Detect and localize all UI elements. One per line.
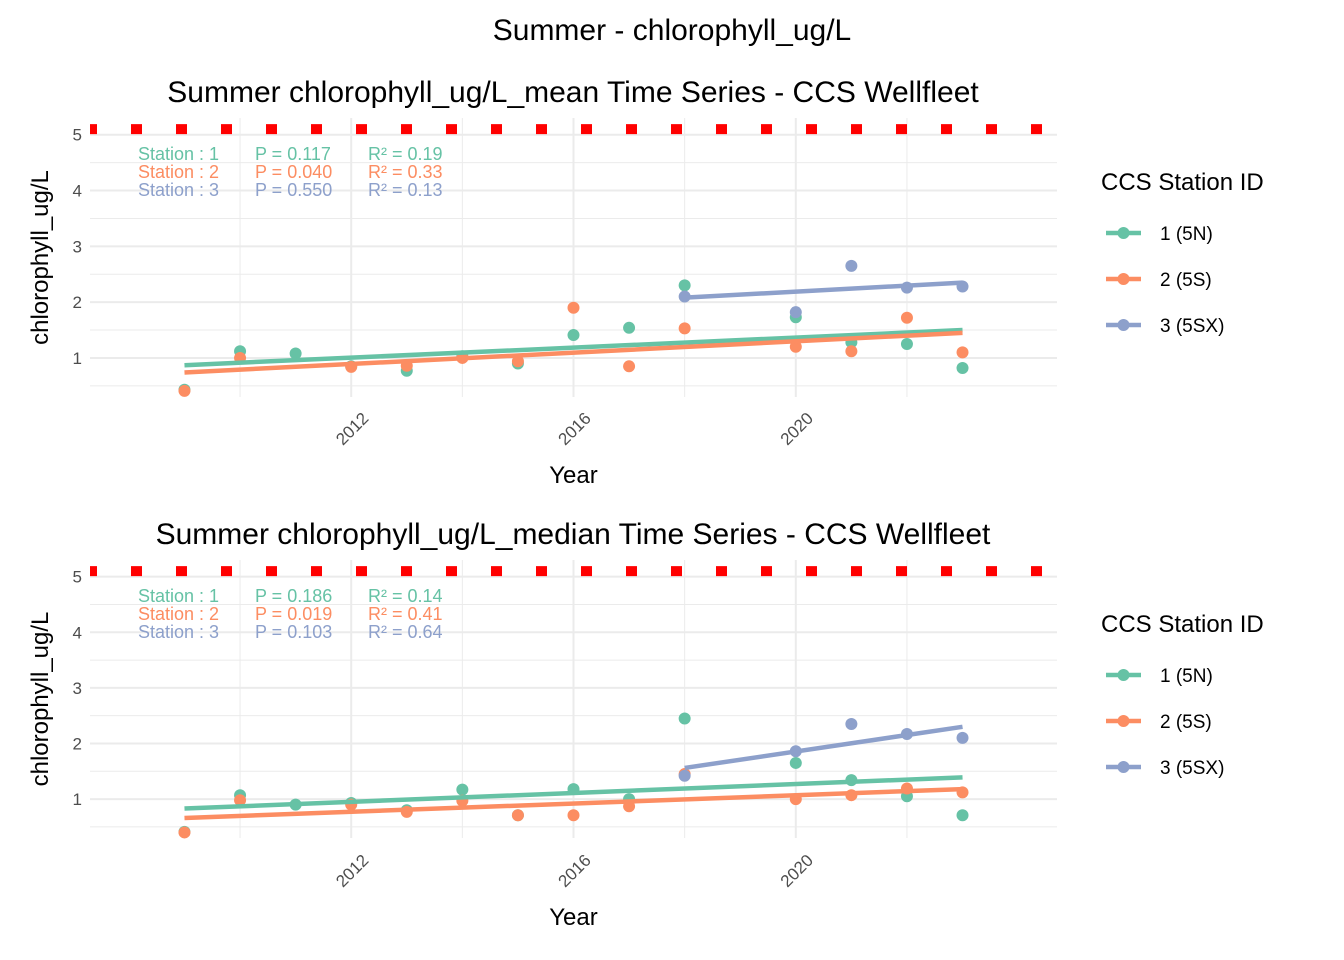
- data-point: [956, 731, 969, 744]
- legend-key-point: [1117, 669, 1130, 681]
- panel-median: Summer chlorophyll_ug/L_median Time Seri…: [27, 518, 1264, 931]
- data-point: [845, 345, 858, 358]
- data-point: [900, 311, 913, 324]
- y-tick-label: 5: [73, 126, 82, 145]
- x-tick-label: 2016: [555, 409, 595, 449]
- stat-p-value: P = 0.550: [255, 180, 332, 200]
- stat-r2-value: R² = 0.33: [368, 162, 443, 182]
- x-tick-label: 2020: [777, 409, 817, 449]
- data-point: [511, 809, 524, 822]
- y-tick-label: 5: [73, 568, 82, 587]
- stat-station-label: Station : 2: [138, 162, 219, 182]
- data-point: [678, 769, 691, 782]
- data-point: [678, 322, 691, 335]
- data-point: [511, 355, 524, 368]
- data-point: [845, 718, 858, 731]
- trend-line: [684, 280, 963, 300]
- y-axis-label: chlorophyll_ug/L: [27, 170, 54, 345]
- legend-key-point: [1117, 715, 1130, 727]
- data-point: [678, 712, 691, 725]
- stat-r2-value: R² = 0.19: [368, 144, 443, 164]
- data-point: [289, 347, 302, 360]
- y-tick-label: 2: [73, 734, 82, 753]
- stat-p-value: P = 0.019: [255, 604, 332, 624]
- legend-title: CCS Station ID: [1101, 169, 1264, 196]
- stat-r2-value: R² = 0.64: [368, 622, 443, 642]
- legend-key-point: [1117, 319, 1130, 331]
- data-point: [623, 321, 636, 334]
- stat-station-label: Station : 2: [138, 604, 219, 624]
- trend-line: [184, 775, 963, 811]
- series-3: [678, 718, 969, 782]
- data-point: [178, 826, 191, 839]
- x-axis-label: Year: [549, 904, 598, 931]
- stat-station-label: Station : 1: [138, 144, 219, 164]
- trend-line: [184, 327, 963, 368]
- page-title: Summer - chlorophyll_ug/L: [493, 14, 852, 47]
- x-tick-label: 2012: [332, 851, 372, 891]
- y-tick-label: 1: [73, 790, 82, 809]
- y-axis-label: chlorophyll_ug/L: [27, 612, 54, 787]
- stat-station-label: Station : 3: [138, 180, 219, 200]
- stat-p-value: P = 0.103: [255, 622, 332, 642]
- x-tick-label: 2020: [777, 851, 817, 891]
- data-point: [956, 809, 969, 822]
- y-tick-label: 2: [73, 293, 82, 312]
- legend-entry-label: 2 (5S): [1160, 270, 1212, 291]
- y-tick-label: 3: [73, 237, 82, 256]
- grid: [90, 118, 1057, 397]
- legend-entry-label: 3 (5SX): [1160, 316, 1224, 337]
- stat-station-label: Station : 1: [138, 586, 219, 606]
- panel-mean: Summer chlorophyll_ug/L_mean Time Series…: [27, 76, 1264, 489]
- data-point: [567, 301, 580, 314]
- stat-station-label: Station : 3: [138, 622, 219, 642]
- chart-title: Summer chlorophyll_ug/L_mean Time Series…: [167, 76, 979, 109]
- data-point: [845, 259, 858, 272]
- data-point: [623, 360, 636, 373]
- trend-line: [184, 330, 963, 375]
- data-point: [567, 809, 580, 822]
- legend-entry-label: 1 (5N): [1160, 224, 1213, 245]
- y-tick-label: 4: [73, 182, 82, 201]
- legend-entry-label: 2 (5S): [1160, 712, 1212, 733]
- x-axis-label: Year: [549, 462, 598, 489]
- series-2: [178, 301, 969, 397]
- legend: CCS Station ID 1 (5N) 2 (5S) 3 (5SX): [1101, 611, 1264, 779]
- stat-r2-value: R² = 0.14: [368, 586, 443, 606]
- stat-r2-value: R² = 0.13: [368, 180, 443, 200]
- legend-entry-label: 1 (5N): [1160, 666, 1213, 687]
- legend-title: CCS Station ID: [1101, 611, 1264, 638]
- legend-key-point: [1117, 273, 1130, 285]
- data-point: [789, 340, 802, 353]
- series-3: [678, 259, 969, 319]
- y-tick-label: 1: [73, 349, 82, 368]
- chart-title: Summer chlorophyll_ug/L_median Time Seri…: [156, 518, 991, 551]
- data-point: [678, 279, 691, 292]
- trend-line: [184, 786, 963, 821]
- data-point: [789, 306, 802, 319]
- data-point: [456, 783, 469, 796]
- data-point: [956, 346, 969, 359]
- stat-p-value: P = 0.117: [255, 144, 331, 164]
- trend-line: [684, 724, 963, 771]
- x-tick-label: 2016: [555, 851, 595, 891]
- legend: CCS Station ID 1 (5N) 2 (5S) 3 (5SX): [1101, 169, 1264, 337]
- data-point: [900, 337, 913, 350]
- x-tick-label: 2012: [332, 409, 372, 449]
- stat-p-value: P = 0.186: [255, 586, 332, 606]
- legend-entry-label: 3 (5SX): [1160, 758, 1224, 779]
- data-point: [234, 794, 247, 807]
- y-tick-label: 4: [73, 623, 82, 642]
- y-tick-label: 3: [73, 679, 82, 698]
- stat-p-value: P = 0.040: [255, 162, 332, 182]
- legend-key-point: [1117, 227, 1130, 239]
- data-point: [956, 361, 969, 374]
- stat-r2-value: R² = 0.41: [368, 604, 443, 624]
- data-point: [567, 329, 580, 342]
- data-point: [178, 384, 191, 397]
- data-point: [789, 756, 802, 769]
- legend-key-point: [1117, 761, 1130, 773]
